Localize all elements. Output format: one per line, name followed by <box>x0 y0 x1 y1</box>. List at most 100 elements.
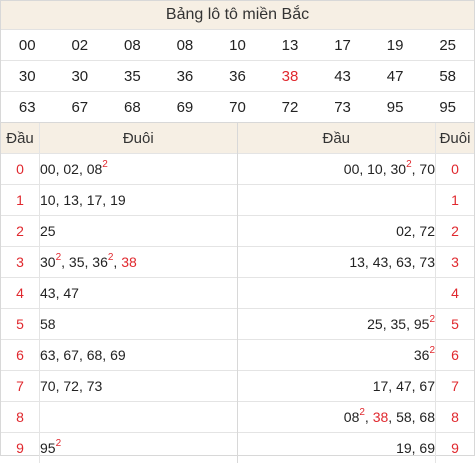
head-digit: 2 <box>1 216 40 247</box>
head-values: 082, 38, 58, 68 <box>238 402 436 433</box>
head-values: 00, 10, 302, 70 <box>238 154 436 185</box>
loto-value: 70 <box>419 161 435 177</box>
loto-value: 10 <box>367 161 383 177</box>
separator: , <box>79 347 87 363</box>
loto-value: 25 <box>40 223 56 239</box>
loto-value: 63 <box>396 254 412 270</box>
separator: , <box>383 161 391 177</box>
tail-values: 63, 67, 68, 69 <box>40 340 237 371</box>
loto-value: 17 <box>373 378 389 394</box>
tail-column-header: Đuôi <box>436 123 475 154</box>
head-digit: 4 <box>1 278 40 309</box>
loto-value: 68 <box>419 409 435 425</box>
repeat-count: 2 <box>359 407 365 418</box>
tail-digit: 7 <box>436 371 475 402</box>
tail-values <box>40 402 237 433</box>
tail-digit: 9 <box>436 433 475 463</box>
lottery-number: 08 <box>159 30 212 61</box>
separator: , <box>406 316 414 332</box>
lottery-number: 35 <box>106 61 159 92</box>
loto-value: 95 <box>414 316 430 332</box>
loto-value: 67 <box>419 378 435 394</box>
head-values <box>238 278 436 309</box>
loto-value: 00 <box>40 161 56 177</box>
loto-value: 13 <box>63 192 79 208</box>
loto-value: 30 <box>40 254 56 270</box>
loto-value: 30 <box>391 161 407 177</box>
head-digit: 9 <box>1 433 40 463</box>
loto-value: 38 <box>121 254 137 270</box>
repeat-count: 2 <box>406 159 412 170</box>
head-values: 362 <box>238 340 436 371</box>
lottery-number: 69 <box>159 92 212 123</box>
tail-digit: 1 <box>436 185 475 216</box>
loto-value: 47 <box>63 285 79 301</box>
loto-value: 70 <box>40 378 56 394</box>
lottery-number: 36 <box>211 61 264 92</box>
lottery-number: 10 <box>211 30 264 61</box>
loto-value: 36 <box>92 254 108 270</box>
tail-row: 4 <box>238 278 475 309</box>
lottery-number: 36 <box>159 61 212 92</box>
loto-value: 17 <box>87 192 103 208</box>
lottery-number: 63 <box>1 92 54 123</box>
separator: , <box>388 254 396 270</box>
tail-values: 58 <box>40 309 237 340</box>
head-digit: 7 <box>1 371 40 402</box>
tail-row: 1 <box>238 185 475 216</box>
repeat-count: 2 <box>56 252 62 263</box>
tail-digit: 5 <box>436 309 475 340</box>
tail-values: 952 <box>40 433 237 463</box>
separator: , <box>79 192 87 208</box>
tail-digit: 2 <box>436 216 475 247</box>
lottery-number: 58 <box>421 61 474 92</box>
separator: , <box>359 161 367 177</box>
loto-value: 68 <box>87 347 103 363</box>
head-values: 25, 35, 952 <box>238 309 436 340</box>
head-digit: 1 <box>1 185 40 216</box>
loto-value: 36 <box>414 347 430 363</box>
separator: , <box>388 378 396 394</box>
loto-value: 47 <box>396 378 412 394</box>
separator: , <box>365 254 373 270</box>
loto-value: 35 <box>391 316 407 332</box>
lottery-number: 70 <box>211 92 264 123</box>
loto-value: 73 <box>87 378 103 394</box>
loto-value: 38 <box>373 409 389 425</box>
loto-value: 25 <box>367 316 383 332</box>
separator: , <box>79 161 87 177</box>
repeat-count: 2 <box>56 438 62 449</box>
loto-value: 58 <box>396 409 412 425</box>
separator: , <box>79 378 87 394</box>
lottery-number: 68 <box>106 92 159 123</box>
lottery-number: 73 <box>316 92 369 123</box>
lottery-number: 95 <box>421 92 474 123</box>
lottery-number: 95 <box>369 92 422 123</box>
loto-value: 02 <box>396 223 412 239</box>
lottery-number: 30 <box>1 61 54 92</box>
head-values: 17, 47, 67 <box>238 371 436 402</box>
head-values: 19, 69 <box>238 433 436 463</box>
loto-value: 13 <box>349 254 365 270</box>
tail-values: 10, 13, 17, 19 <box>40 185 237 216</box>
loto-value: 43 <box>373 254 389 270</box>
separator: , <box>102 192 110 208</box>
loto-value: 19 <box>396 440 412 456</box>
repeat-count: 2 <box>108 252 114 263</box>
lottery-number: 30 <box>54 61 107 92</box>
loto-value: 67 <box>63 347 79 363</box>
lottery-number: 38 <box>264 61 317 92</box>
loto-value: 00 <box>344 161 360 177</box>
